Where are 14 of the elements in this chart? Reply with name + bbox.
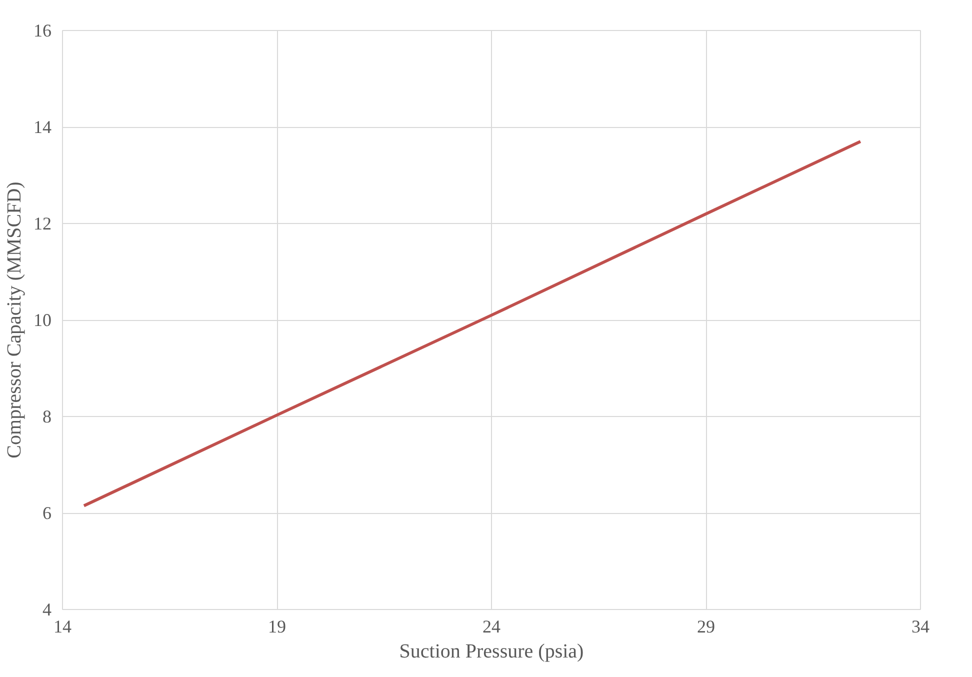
- y-tick-label: 16: [34, 20, 52, 40]
- y-tick-label: 4: [42, 600, 52, 620]
- y-axis-title: Compressor Capacity (MMSCFD): [4, 182, 26, 458]
- x-tick-label: 29: [697, 616, 715, 636]
- y-tick-label: 6: [42, 503, 52, 523]
- y-tick-label: 14: [34, 117, 52, 137]
- y-tick-label: 8: [42, 406, 52, 426]
- x-axis-title: Suction Pressure (psia): [399, 640, 584, 662]
- line-series: [82, 140, 862, 508]
- y-tick-label: 10: [34, 310, 52, 330]
- x-tick-label: 34: [912, 616, 930, 636]
- x-tick-label: 19: [268, 616, 286, 636]
- y-tick-label: 12: [34, 214, 52, 234]
- x-tick-label: 24: [482, 616, 500, 636]
